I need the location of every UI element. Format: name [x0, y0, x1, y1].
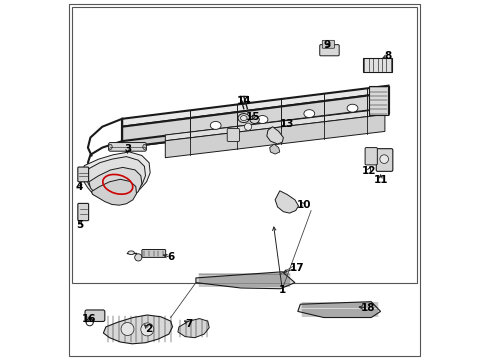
- Polygon shape: [165, 109, 384, 141]
- Text: 14: 14: [236, 96, 250, 106]
- Text: 1: 1: [278, 285, 285, 295]
- Bar: [363, 58, 391, 72]
- Polygon shape: [122, 86, 387, 127]
- Circle shape: [141, 323, 153, 336]
- Polygon shape: [122, 93, 387, 148]
- Ellipse shape: [249, 116, 259, 123]
- Text: 2: 2: [145, 324, 152, 334]
- Polygon shape: [275, 191, 298, 213]
- Polygon shape: [269, 144, 279, 154]
- FancyBboxPatch shape: [78, 167, 88, 182]
- Text: 11: 11: [372, 175, 387, 185]
- Polygon shape: [178, 319, 209, 338]
- Ellipse shape: [210, 121, 221, 129]
- Ellipse shape: [240, 116, 246, 121]
- Bar: [72, 7, 416, 283]
- Text: 6: 6: [167, 252, 174, 262]
- Text: 9: 9: [323, 40, 329, 50]
- Polygon shape: [91, 179, 136, 205]
- FancyBboxPatch shape: [227, 129, 239, 141]
- Polygon shape: [89, 167, 142, 202]
- Text: 3: 3: [123, 144, 131, 154]
- Text: 10: 10: [296, 200, 310, 210]
- FancyBboxPatch shape: [319, 45, 339, 56]
- Text: 8: 8: [384, 51, 390, 61]
- Circle shape: [244, 123, 251, 130]
- Text: 15: 15: [246, 112, 260, 122]
- Polygon shape: [266, 127, 283, 144]
- Ellipse shape: [238, 113, 249, 122]
- FancyBboxPatch shape: [78, 203, 88, 221]
- Ellipse shape: [346, 104, 357, 112]
- Polygon shape: [297, 302, 380, 318]
- FancyBboxPatch shape: [322, 40, 334, 48]
- FancyBboxPatch shape: [142, 249, 165, 257]
- Ellipse shape: [303, 110, 314, 118]
- Ellipse shape: [127, 251, 134, 255]
- Text: 4: 4: [76, 182, 83, 192]
- Polygon shape: [85, 157, 145, 199]
- Ellipse shape: [257, 116, 267, 123]
- Circle shape: [379, 155, 387, 163]
- Text: 18: 18: [360, 303, 374, 313]
- FancyBboxPatch shape: [85, 310, 104, 321]
- Polygon shape: [122, 108, 387, 148]
- Ellipse shape: [108, 144, 112, 149]
- Text: 5: 5: [76, 220, 83, 230]
- Text: 7: 7: [184, 319, 192, 329]
- Circle shape: [134, 254, 142, 261]
- Polygon shape: [81, 152, 150, 201]
- FancyBboxPatch shape: [365, 148, 377, 165]
- Polygon shape: [196, 272, 294, 289]
- Bar: [368, 86, 387, 115]
- FancyBboxPatch shape: [375, 149, 392, 171]
- Text: 13: 13: [279, 119, 294, 129]
- Polygon shape: [103, 315, 172, 344]
- Text: 12: 12: [361, 166, 375, 176]
- Text: 16: 16: [81, 314, 96, 324]
- Ellipse shape: [142, 144, 146, 149]
- FancyBboxPatch shape: [108, 143, 146, 151]
- Circle shape: [121, 323, 134, 336]
- Polygon shape: [165, 114, 384, 158]
- Text: 17: 17: [289, 263, 304, 273]
